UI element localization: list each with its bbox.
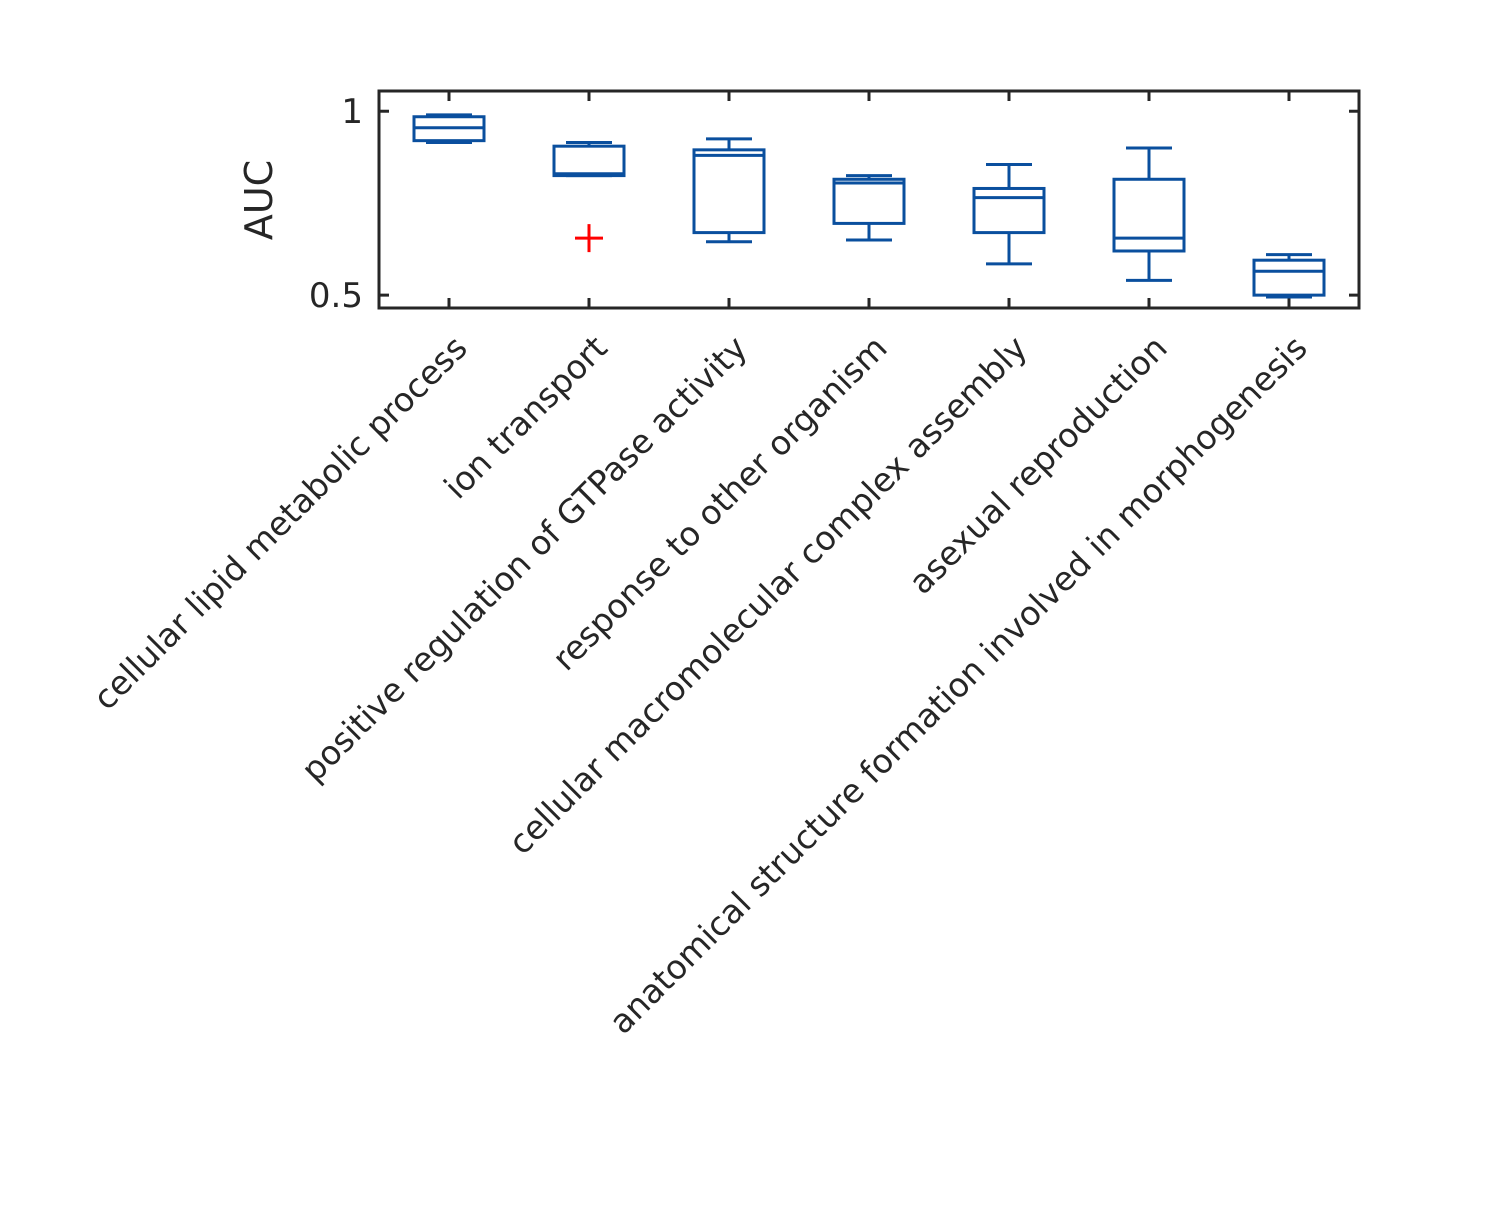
box-group: [1112, 146, 1186, 282]
iqr-box: [1252, 258, 1326, 297]
x-ticks: [447, 91, 1291, 308]
x-category-label: asexual reproduction: [901, 328, 1175, 602]
y-tick-label: 1: [341, 92, 363, 132]
box-group: [692, 137, 766, 244]
plot-area-frame: [377, 89, 1361, 310]
box-group: [1252, 253, 1326, 299]
iqr-box: [1112, 177, 1186, 253]
box-group: [972, 163, 1046, 266]
y-axis-title: AUC: [237, 160, 281, 240]
x-category-label: anatomical structure formation involved …: [601, 328, 1314, 1041]
iqr-box: [692, 148, 766, 235]
x-category-label: cellular macromolecular complex assembly: [501, 328, 1035, 862]
box-group: [552, 140, 626, 253]
y-tick-label: 0.5: [309, 276, 363, 316]
iqr-box: [832, 177, 906, 225]
iqr-box: [552, 144, 626, 178]
y-ticks: 0.51: [309, 92, 1359, 316]
boxes: [412, 113, 1326, 299]
box-group: [832, 174, 906, 242]
iqr-box: [972, 186, 1046, 235]
box-group: [412, 113, 486, 144]
outlier-marker: [575, 224, 603, 253]
